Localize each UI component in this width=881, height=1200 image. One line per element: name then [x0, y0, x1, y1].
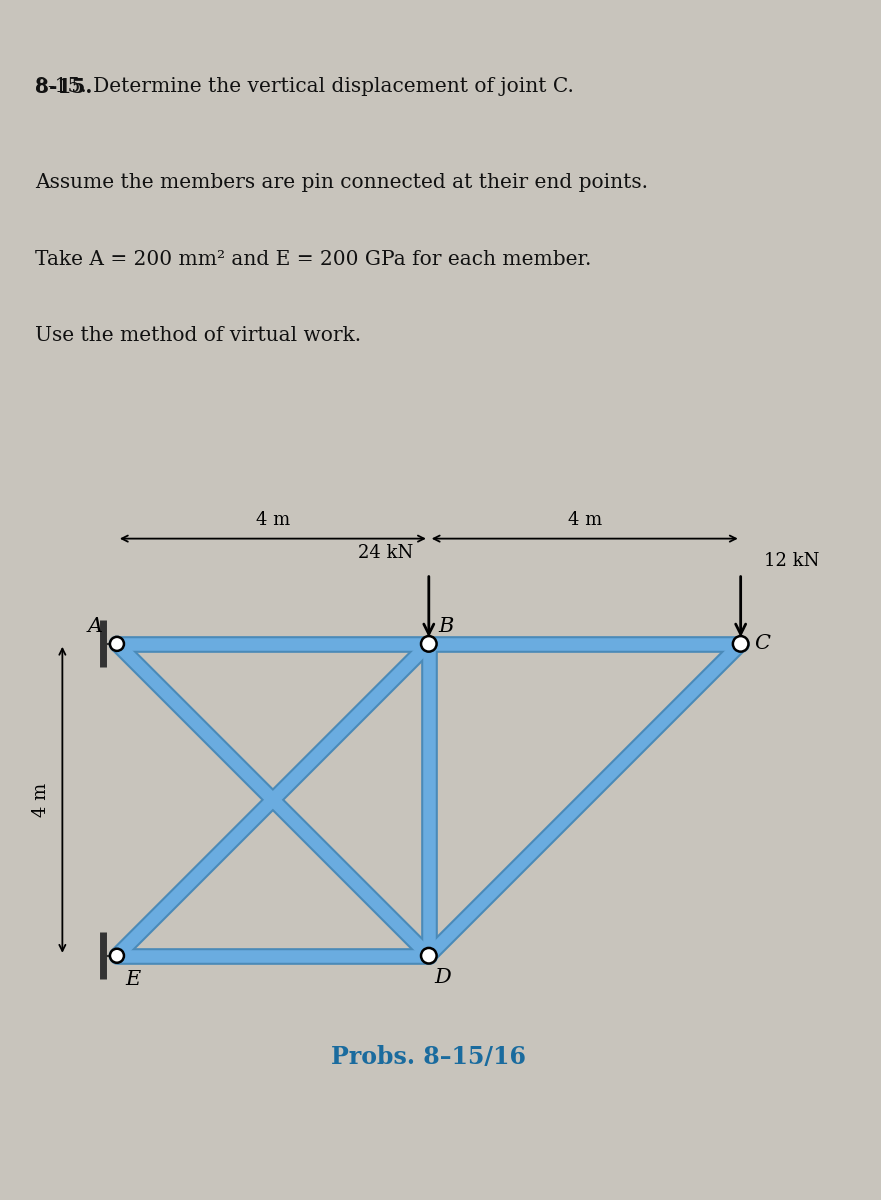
Text: 12 kN: 12 kN — [764, 552, 819, 570]
Text: Probs. 8–15/16: Probs. 8–15/16 — [331, 1045, 526, 1069]
Text: E: E — [125, 970, 140, 989]
Circle shape — [421, 948, 437, 964]
Text: 4 m: 4 m — [255, 511, 290, 529]
Text: 4 m: 4 m — [567, 511, 602, 529]
Circle shape — [421, 636, 437, 652]
Text: D: D — [434, 968, 451, 988]
Text: A: A — [87, 617, 103, 636]
Text: 8-15. Determine the vertical displacement of joint C.: 8-15. Determine the vertical displacemen… — [35, 77, 574, 96]
Text: Assume the members are pin connected at their end points.: Assume the members are pin connected at … — [35, 173, 648, 192]
Text: C: C — [754, 635, 771, 653]
Circle shape — [110, 949, 124, 962]
Text: 24 kN: 24 kN — [359, 544, 413, 562]
Circle shape — [733, 636, 749, 652]
Text: B: B — [438, 617, 454, 636]
Text: 4 m: 4 m — [32, 782, 49, 817]
Text: Take A = 200 mm² and E = 200 GPa for each member.: Take A = 200 mm² and E = 200 GPa for eac… — [35, 250, 592, 269]
Circle shape — [110, 637, 124, 650]
Text: Use the method of virtual work.: Use the method of virtual work. — [35, 326, 361, 346]
Text: 8-15.: 8-15. — [35, 77, 93, 97]
